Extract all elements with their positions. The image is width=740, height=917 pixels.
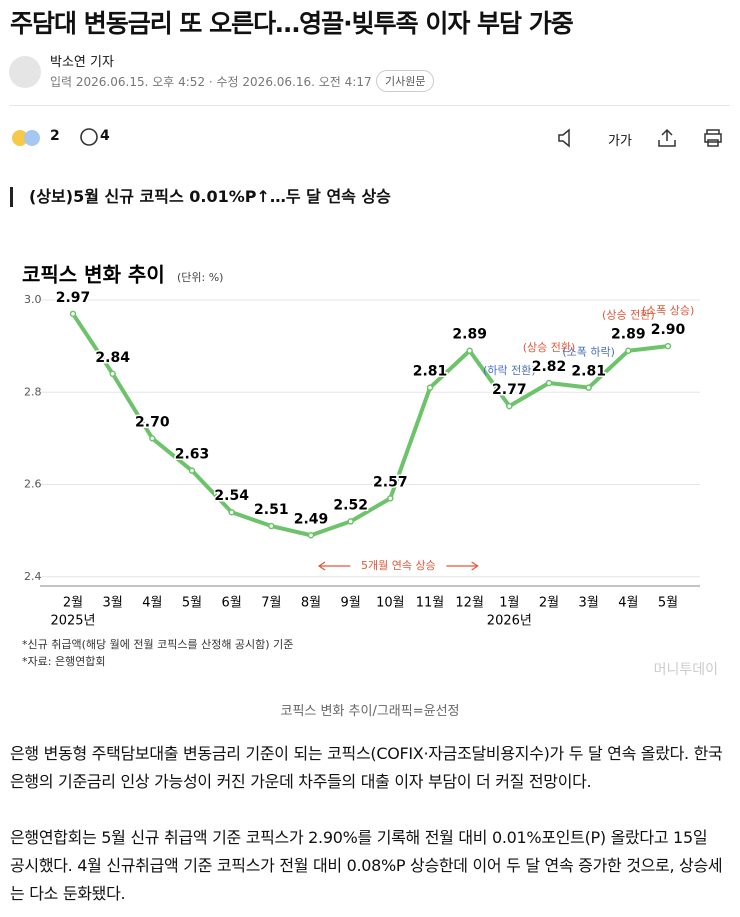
value-label: 2.84 (95, 350, 130, 366)
reporter[interactable]: 박소연 기자 (50, 55, 114, 70)
x-tick-label: 4월 (618, 596, 638, 611)
change-note: (소폭 하락) (562, 345, 615, 359)
audio-icon[interactable] (558, 128, 570, 148)
point (268, 522, 275, 530)
value-label: 2.89 (611, 327, 646, 343)
span-label-bg (350, 557, 447, 575)
paragraph: 은행 변동형 주택담보대출 변동금리 기준이 되는 코픽스(COFIX·자금조달… (10, 744, 723, 791)
value-label: 2.54 (214, 488, 249, 504)
chart-title: 코픽스 변화 추이 (22, 263, 165, 287)
comment-count: 4 (100, 128, 110, 144)
toolbar-icons (12, 128, 98, 146)
point (149, 435, 156, 442)
point (466, 347, 473, 354)
x-tick-label: 2월 (63, 596, 83, 611)
x-tick-label: 6월 (222, 596, 242, 611)
value-label: 2.49 (294, 511, 329, 527)
point (188, 467, 196, 474)
y-tick-label: 2.6 (24, 478, 42, 491)
dates: 입력 2026.06.15. 오후 4:52 · 수정 2026.06.16. … (50, 75, 372, 89)
x-tick-label: 3월 (103, 596, 123, 611)
change-note: (상승 전환) (602, 309, 655, 322)
value-label: 2.89 (452, 327, 487, 343)
separator (10, 105, 730, 106)
point (506, 402, 513, 410)
headline: 주담대 변동금리 또 오른다…영끌·빚투족 이자 부담 가중 (10, 9, 574, 38)
span-label: 5개월 연속 상승 (361, 559, 436, 572)
change-note: (상승 전환) (523, 341, 576, 354)
footnote: *신규 취급액(해당 월에 전월 코픽스를 산정해 공시함) 기준 (22, 637, 293, 651)
x-tick-label: 8월 (301, 596, 321, 611)
reaction-icon[interactable] (24, 130, 40, 146)
value-label: 2.90 (651, 322, 686, 338)
value-label: 2.77 (492, 382, 527, 398)
print-icon[interactable] (704, 129, 722, 147)
change-note: (소폭 상승) (642, 304, 695, 317)
caption: 코픽스 변화 추이/그래픽=윤선정 (280, 704, 460, 719)
x-tick-label: 12월 (455, 596, 484, 611)
point (664, 342, 672, 350)
point (625, 347, 632, 354)
point (109, 370, 116, 378)
share-icon[interactable] (658, 128, 676, 147)
year-label: 2025년 (50, 614, 95, 629)
x-tick-label: 9월 (341, 596, 361, 611)
subheading: (상보)5월 신규 코픽스 0.01%P↑…두 달 연속 상승 (10, 187, 391, 207)
value-label: 2.57 (373, 474, 408, 490)
font-size-button[interactable]: 가가 (608, 134, 632, 149)
value-label: 2.51 (254, 502, 289, 518)
point (545, 379, 553, 387)
x-tick-label: 2월 (539, 596, 559, 611)
x-tick-label: 10월 (376, 596, 405, 611)
x-tick-label: 11월 (416, 596, 445, 611)
value-label: 2.97 (56, 290, 91, 306)
point (426, 384, 434, 391)
change-note: (하락 전환) (483, 363, 536, 377)
point (585, 384, 592, 391)
paragraph: 은행연합회는 5월 신규 취급액 기준 코픽스가 2.90%를 기록해 전월 대… (10, 828, 723, 903)
original-button[interactable]: 기사원문 (376, 70, 435, 92)
avatar (9, 56, 41, 88)
x-tick-label: 3월 (579, 596, 599, 611)
x-tick-label: 5월 (182, 596, 202, 611)
line (71, 312, 669, 538)
value-label: 2.63 (175, 447, 210, 463)
value-label: 2.70 (135, 414, 170, 430)
year-label: 2026년 (487, 614, 532, 629)
y-tick-label: 2.4 (24, 570, 42, 583)
value-label: 2.81 (571, 364, 606, 380)
point (347, 518, 354, 525)
value-label: 2.81 (413, 364, 448, 380)
x-tick-label: 5월 (658, 596, 678, 611)
watermark: 머니투데이 (654, 662, 718, 678)
value-label: 2.52 (333, 497, 368, 513)
reaction-icon[interactable] (12, 130, 28, 146)
point (307, 532, 315, 539)
value-label: 2.82 (532, 359, 567, 375)
reaction-count: 2 (50, 128, 60, 144)
x-tick-label: 4월 (142, 596, 162, 611)
point (69, 310, 77, 318)
arrow-head (317, 561, 479, 571)
comment-icon[interactable] (80, 128, 98, 146)
point (228, 508, 235, 516)
chart-unit: (단위: %) (177, 271, 223, 284)
y-tick-label: 2.8 (24, 385, 42, 398)
x-tick-label: 1월 (499, 596, 519, 611)
x-tick-label: 7월 (261, 596, 281, 611)
y-tick-label: 3.0 (24, 293, 42, 306)
point (387, 495, 394, 502)
chart: 코픽스 변화 추이 (단위: %) 3.0 2.8 2.6 2.4 2.97 2.84 2.… (22, 263, 718, 679)
tool-icons (558, 128, 722, 148)
footnote: *자료: 은행연합회 (22, 655, 106, 668)
